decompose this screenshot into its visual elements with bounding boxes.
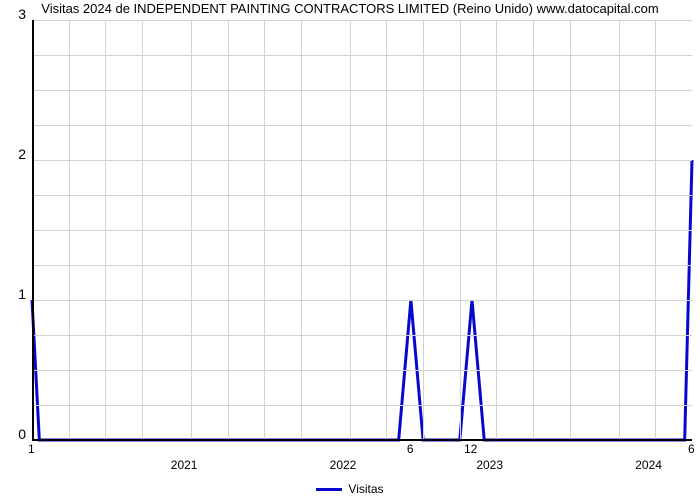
- grid-line-horizontal: [32, 55, 692, 56]
- y-tick-label: 0: [18, 426, 26, 442]
- y-tick-label: 3: [18, 6, 26, 22]
- grid-line-horizontal: [32, 160, 692, 161]
- chart-title: Visitas 2024 de INDEPENDENT PAINTING CON…: [0, 1, 700, 16]
- grid-line-horizontal: [32, 370, 692, 371]
- y-tick-label: 2: [18, 146, 26, 162]
- x-minor-label: 1: [28, 442, 35, 456]
- grid-line-horizontal: [32, 20, 692, 21]
- grid-line-horizontal: [32, 265, 692, 266]
- grid-line-horizontal: [32, 300, 692, 301]
- grid-line-horizontal: [32, 405, 692, 406]
- x-major-label: 2021: [171, 458, 198, 472]
- plot-area: [32, 20, 692, 440]
- x-major-label: 2022: [330, 458, 357, 472]
- grid-line-horizontal: [32, 125, 692, 126]
- x-minor-label: 6: [407, 442, 414, 456]
- x-minor-label: 6: [688, 442, 695, 456]
- legend-label: Visitas: [348, 482, 383, 496]
- grid-line-horizontal: [32, 335, 692, 336]
- x-major-label: 2024: [635, 458, 662, 472]
- legend-swatch: [316, 488, 342, 491]
- grid-line-horizontal: [32, 230, 692, 231]
- x-major-label: 2023: [476, 458, 503, 472]
- visits-chart: Visitas 2024 de INDEPENDENT PAINTING CON…: [0, 0, 700, 500]
- x-axis-line: [32, 439, 692, 441]
- y-tick-label: 1: [18, 286, 26, 302]
- legend: Visitas: [0, 482, 700, 496]
- x-minor-label: 12: [464, 442, 477, 456]
- grid-line-horizontal: [32, 195, 692, 196]
- grid-line-horizontal: [32, 90, 692, 91]
- y-axis-line: [32, 20, 34, 440]
